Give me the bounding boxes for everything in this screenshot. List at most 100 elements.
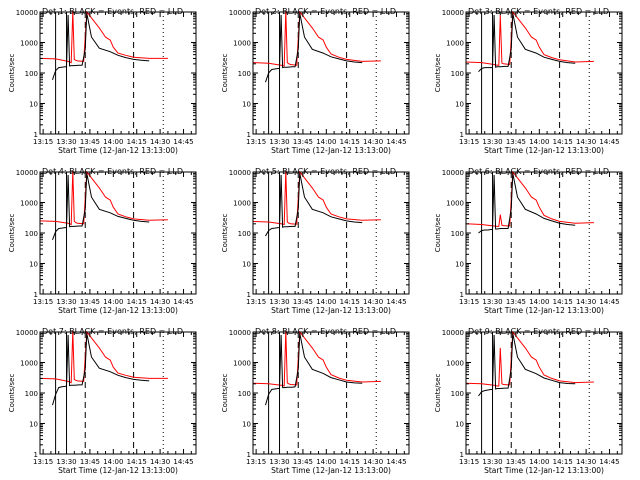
y-tick-label: 100: [451, 230, 464, 238]
lld-series-line: [253, 330, 381, 387]
x-tick-label: 13:30: [56, 458, 76, 466]
x-tick-label: 14:30: [363, 458, 383, 466]
x-tick-label: 14:45: [386, 138, 406, 146]
x-tick-label: 13:45: [293, 138, 313, 146]
y-tick-label: 100: [238, 230, 251, 238]
x-tick-label: 14:45: [173, 458, 193, 466]
y-tick-label: 10: [29, 101, 38, 109]
y-tick-label: 10: [29, 421, 38, 429]
panel-det-7: Det 7: BLACK = Events, RED = LLD11010010…: [8, 327, 197, 475]
x-tick-label: 14:00: [103, 458, 123, 466]
plot-frame: [465, 11, 623, 135]
plot-frame: [39, 171, 197, 295]
x-tick-label: 13:30: [482, 138, 502, 146]
plot-frame: [39, 331, 197, 455]
events-series-line: [478, 333, 576, 397]
y-tick-label: 10000: [442, 169, 464, 177]
y-tick-label: 1000: [446, 200, 464, 208]
x-tick-label: 14:15: [340, 298, 360, 306]
lld-series-line: [253, 10, 381, 67]
y-tick-label: 10: [29, 261, 38, 269]
plot-frame: [252, 331, 410, 455]
x-tick-label: 13:15: [459, 298, 479, 306]
y-tick-label: 10: [242, 421, 251, 429]
x-tick-label: 13:45: [506, 458, 526, 466]
y-tick-label: 1: [34, 451, 38, 459]
plot-frame: [465, 331, 623, 455]
y-axis-title: Counts/sec: [434, 54, 442, 93]
y-axis-title: Counts/sec: [221, 214, 229, 253]
x-tick-label: 13:45: [293, 298, 313, 306]
x-tick-label: 14:00: [103, 298, 123, 306]
x-tick-label: 14:45: [173, 298, 193, 306]
y-tick-label: 10000: [442, 329, 464, 337]
y-tick-label: 100: [25, 70, 38, 78]
y-tick-label: 1: [460, 451, 464, 459]
events-series-line: [265, 333, 363, 406]
x-tick-label: 14:00: [316, 458, 336, 466]
x-axis-title: Start Time (12-Jan-12 13:13:00): [484, 146, 604, 155]
plot-frame: [252, 171, 410, 295]
panel-det-1: Det 1: BLACK = Events, RED = LLD11010010…: [8, 7, 197, 155]
x-tick-label: 13:45: [80, 138, 100, 146]
y-tick-label: 100: [451, 390, 464, 398]
y-tick-label: 1000: [446, 360, 464, 368]
x-axis-title: Start Time (12-Jan-12 13:13:00): [58, 306, 178, 315]
plot-frame: [465, 171, 623, 295]
x-tick-label: 13:15: [33, 138, 53, 146]
x-tick-label: 14:30: [363, 138, 383, 146]
x-tick-label: 13:15: [246, 458, 266, 466]
x-tick-label: 14:45: [386, 458, 406, 466]
x-tick-label: 14:00: [103, 138, 123, 146]
events-series-line: [52, 173, 150, 240]
x-tick-label: 14:30: [576, 298, 596, 306]
y-tick-label: 10: [455, 101, 464, 109]
panel-det-2: Det 2: BLACK = Events, RED = LLD11010010…: [221, 7, 410, 155]
y-axis-title: Counts/sec: [221, 54, 229, 93]
y-tick-label: 1: [247, 451, 251, 459]
y-tick-label: 10: [455, 421, 464, 429]
x-tick-label: 14:30: [150, 298, 170, 306]
x-tick-label: 14:45: [599, 458, 619, 466]
y-tick-label: 1000: [233, 360, 251, 368]
y-tick-label: 1000: [20, 360, 38, 368]
x-tick-label: 14:30: [150, 138, 170, 146]
y-tick-label: 10: [242, 261, 251, 269]
x-tick-label: 14:30: [150, 458, 170, 466]
y-tick-label: 1: [247, 291, 251, 299]
lld-series-line: [40, 330, 168, 384]
x-tick-label: 13:45: [506, 298, 526, 306]
x-tick-label: 13:15: [246, 138, 266, 146]
x-tick-label: 14:00: [316, 138, 336, 146]
lld-series-line: [466, 10, 594, 66]
x-axis-title: Start Time (12-Jan-12 13:13:00): [271, 306, 391, 315]
events-series-line: [52, 13, 150, 80]
y-tick-label: 10000: [229, 9, 251, 17]
x-axis-title: Start Time (12-Jan-12 13:13:00): [58, 466, 178, 475]
y-tick-label: 1000: [20, 200, 38, 208]
x-tick-label: 14:00: [529, 138, 549, 146]
lld-series-line: [40, 10, 168, 64]
y-tick-label: 1: [460, 131, 464, 139]
x-tick-label: 13:45: [506, 138, 526, 146]
y-tick-label: 1: [460, 291, 464, 299]
y-tick-label: 10000: [16, 9, 38, 17]
x-tick-label: 14:15: [127, 138, 147, 146]
y-tick-label: 100: [25, 390, 38, 398]
panel-det-6: Det 6: BLACK = Events, RED = LLD11010010…: [434, 167, 623, 315]
x-tick-label: 14:15: [340, 138, 360, 146]
y-axis-title: Counts/sec: [434, 374, 442, 413]
x-tick-label: 13:15: [33, 298, 53, 306]
plot-frame: [39, 11, 197, 135]
x-tick-label: 14:00: [529, 458, 549, 466]
panel-det-3: Det 3: BLACK = Events, RED = LLD11010010…: [434, 7, 623, 155]
x-tick-label: 13:30: [269, 458, 289, 466]
x-tick-label: 14:15: [553, 298, 573, 306]
y-tick-label: 10: [242, 101, 251, 109]
lld-series-line: [466, 170, 594, 227]
x-tick-label: 14:15: [340, 458, 360, 466]
x-tick-label: 14:15: [553, 458, 573, 466]
y-tick-label: 100: [451, 70, 464, 78]
lld-series-line: [40, 170, 168, 226]
x-tick-label: 14:00: [316, 298, 336, 306]
